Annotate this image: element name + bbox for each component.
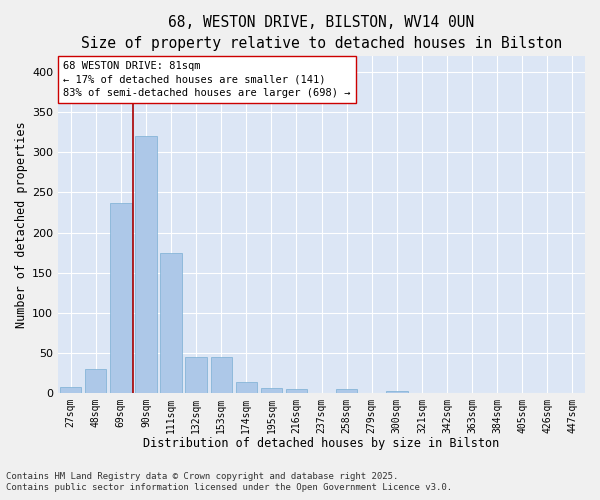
Text: 68 WESTON DRIVE: 81sqm
← 17% of detached houses are smaller (141)
83% of semi-de: 68 WESTON DRIVE: 81sqm ← 17% of detached… bbox=[64, 62, 351, 98]
Bar bbox=[286, 388, 307, 392]
Bar bbox=[160, 252, 182, 392]
Bar bbox=[135, 136, 157, 392]
Bar bbox=[236, 382, 257, 392]
Title: 68, WESTON DRIVE, BILSTON, WV14 0UN
Size of property relative to detached houses: 68, WESTON DRIVE, BILSTON, WV14 0UN Size… bbox=[81, 15, 562, 51]
Bar bbox=[336, 388, 358, 392]
Bar bbox=[85, 368, 106, 392]
Bar bbox=[60, 387, 82, 392]
Text: Contains HM Land Registry data © Crown copyright and database right 2025.
Contai: Contains HM Land Registry data © Crown c… bbox=[6, 472, 452, 492]
Bar bbox=[185, 356, 207, 392]
X-axis label: Distribution of detached houses by size in Bilston: Distribution of detached houses by size … bbox=[143, 437, 500, 450]
Bar bbox=[386, 391, 407, 392]
Bar bbox=[110, 203, 131, 392]
Bar bbox=[261, 388, 282, 392]
Bar bbox=[211, 356, 232, 392]
Y-axis label: Number of detached properties: Number of detached properties bbox=[15, 121, 28, 328]
